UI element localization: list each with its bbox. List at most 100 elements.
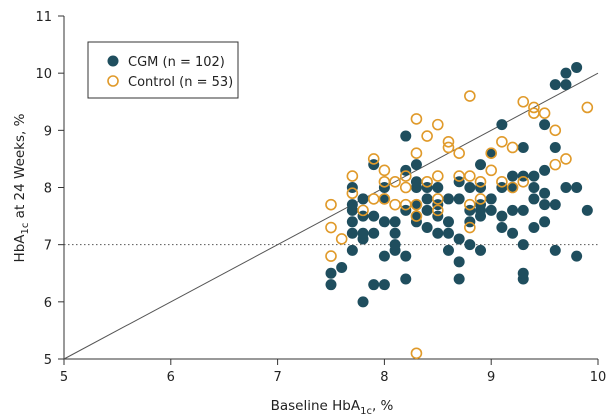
control-point bbox=[410, 147, 423, 159]
cgm-point bbox=[464, 239, 476, 251]
control-point bbox=[474, 193, 487, 205]
cgm-point bbox=[539, 164, 551, 176]
cgm-point bbox=[528, 193, 540, 205]
cgm-point bbox=[453, 256, 465, 268]
control-point bbox=[581, 101, 594, 114]
cgm-point bbox=[549, 199, 561, 211]
control-point bbox=[517, 175, 530, 188]
legend-marker-control bbox=[107, 75, 119, 87]
cgm-point bbox=[421, 204, 433, 216]
cgm-point bbox=[378, 216, 390, 228]
y-tick-label: 10 bbox=[35, 67, 52, 82]
cgm-point bbox=[496, 119, 508, 131]
control-point bbox=[357, 204, 369, 217]
y-tick-label: 6 bbox=[44, 296, 52, 311]
control-point bbox=[485, 164, 498, 177]
cgm-point bbox=[528, 182, 540, 193]
y-tick-label: 9 bbox=[44, 124, 52, 139]
control-point bbox=[431, 193, 444, 205]
control-point bbox=[410, 198, 423, 211]
cgm-point bbox=[539, 216, 551, 228]
control-point bbox=[421, 175, 433, 188]
cgm-point bbox=[389, 216, 401, 228]
cgm-point bbox=[507, 170, 519, 182]
control-point bbox=[496, 135, 508, 148]
control-point bbox=[389, 198, 401, 211]
legend-label-cgm: CGM (n = 102) bbox=[128, 55, 225, 70]
axis-titles: Baseline HbA1c, % HbA1c at 24 Weeks, % bbox=[12, 113, 394, 416]
control-point bbox=[421, 130, 433, 142]
legend-box bbox=[87, 41, 239, 99]
cgm-point bbox=[410, 176, 422, 188]
control-point bbox=[431, 118, 444, 131]
cgm-point bbox=[357, 296, 369, 308]
cgm-point bbox=[528, 170, 540, 182]
cgm-point bbox=[357, 227, 369, 239]
cgm-point bbox=[528, 222, 540, 234]
control-point bbox=[389, 175, 401, 188]
cgm-point bbox=[346, 227, 358, 239]
x-tick-label: 10 bbox=[590, 370, 607, 385]
y-tick-label: 8 bbox=[44, 182, 52, 197]
cgm-point bbox=[485, 204, 497, 216]
control-point bbox=[378, 193, 391, 205]
control-point bbox=[399, 170, 412, 182]
control-point bbox=[485, 147, 498, 159]
cgm-point bbox=[400, 273, 412, 285]
cgm-point bbox=[560, 79, 572, 91]
data-points bbox=[325, 61, 594, 360]
cgm-point bbox=[464, 182, 476, 193]
y-tick-label: 7 bbox=[44, 239, 52, 254]
cgm-point bbox=[400, 250, 412, 262]
cgm-point bbox=[453, 233, 465, 245]
cgm-point bbox=[421, 193, 433, 205]
control-point bbox=[442, 141, 455, 154]
cgm-point bbox=[485, 147, 497, 159]
cgm-point bbox=[539, 199, 551, 211]
control-point bbox=[560, 153, 572, 165]
control-point bbox=[378, 164, 391, 177]
cgm-point bbox=[368, 279, 380, 291]
legend-label-control: Control (n = 53) bbox=[128, 75, 233, 90]
control-point bbox=[399, 181, 412, 194]
cgm-point bbox=[560, 67, 572, 79]
cgm-point bbox=[549, 141, 561, 153]
control-point bbox=[410, 347, 423, 360]
control-point bbox=[549, 158, 562, 171]
y-axis-title: HbA1c at 24 Weeks, % bbox=[12, 113, 31, 262]
cgm-point bbox=[571, 182, 583, 193]
cgm-point bbox=[560, 182, 572, 193]
cgm-point bbox=[410, 199, 422, 211]
control-point bbox=[528, 101, 540, 114]
cgm-point bbox=[421, 222, 433, 234]
cgm-point bbox=[539, 187, 551, 199]
reference-lines bbox=[63, 72, 599, 360]
control-point bbox=[464, 170, 476, 182]
legend: CGM (n = 102) Control (n = 53) bbox=[87, 41, 239, 99]
cgm-point bbox=[517, 239, 529, 251]
cgm-point bbox=[368, 210, 380, 222]
control-point bbox=[506, 141, 519, 154]
cgm-point bbox=[336, 262, 348, 274]
control-point bbox=[367, 193, 380, 205]
y-tick-label: 11 bbox=[35, 10, 52, 25]
cgm-point bbox=[496, 222, 508, 234]
control-point bbox=[325, 250, 337, 262]
cgm-point bbox=[571, 61, 583, 73]
control-point bbox=[464, 221, 476, 234]
cgm-point bbox=[357, 193, 369, 205]
cgm-point bbox=[378, 250, 390, 262]
cgm-point bbox=[475, 159, 487, 171]
cgm-point bbox=[346, 199, 358, 211]
x-tick-label: 8 bbox=[380, 370, 388, 385]
cgm-point bbox=[453, 193, 465, 205]
cgm-point bbox=[475, 244, 487, 256]
axis-layer: 5 6 7 8 9 10 5 6 7 8 9 10 11 bbox=[35, 10, 606, 385]
cgm-point bbox=[368, 227, 380, 239]
cgm-point bbox=[496, 210, 508, 222]
cgm-point bbox=[432, 182, 444, 193]
cgm-point bbox=[517, 141, 529, 153]
control-point bbox=[517, 95, 530, 108]
cgm-point bbox=[507, 182, 519, 193]
cgm-point bbox=[432, 227, 444, 239]
